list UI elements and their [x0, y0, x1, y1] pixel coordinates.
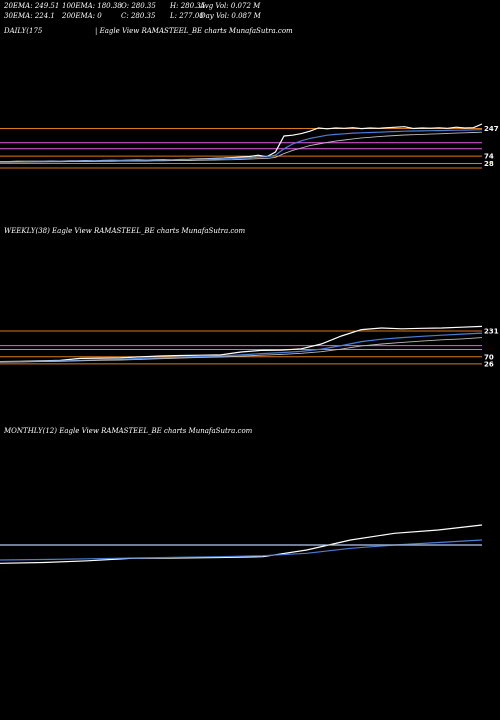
level-label: 26 [484, 360, 494, 368]
ema200-stat: 200EMA: 0 [62, 12, 102, 20]
close-stat: C: 280.35 [121, 12, 156, 20]
open-stat: O: 280.35 [121, 2, 156, 10]
level-label: 247 [484, 125, 499, 133]
low-stat: L: 277.00 [170, 12, 204, 20]
level-label: 231 [484, 328, 499, 336]
daily-panel-label: DAILY(175 [4, 27, 43, 35]
ema100-stat: 100EMA: 180.38 [62, 2, 122, 10]
daily-watermark: | Eagle View RAMASTEEL_BE charts MunafaS… [95, 27, 293, 35]
ema30-stat: 30EMA: 224.1 [4, 12, 55, 20]
ema20-stat: 20EMA: 249.51 [4, 2, 60, 10]
series-line-0 [0, 325, 483, 363]
avg-vol-stat: Avg Vol: 0.072 M [200, 2, 261, 10]
high-stat: H: 280.35 [170, 2, 206, 10]
day-vol-stat: Day Vol: 0.087 M [200, 12, 261, 20]
monthly-panel-label: MONTHLY(12) Eagle View RAMASTEEL_BE char… [4, 427, 253, 435]
series-line-2 [0, 131, 483, 163]
weekly-panel-label: WEEKLY(38) Eagle View RAMASTEEL_BE chart… [4, 227, 246, 235]
series-line-0 [0, 524, 483, 564]
level-label: 74 [484, 153, 494, 161]
series-line-1 [0, 332, 483, 363]
level-label: 70 [484, 353, 494, 361]
series-line-2 [0, 337, 483, 363]
series-line-1 [0, 129, 483, 163]
level-label: 28 [484, 160, 494, 168]
